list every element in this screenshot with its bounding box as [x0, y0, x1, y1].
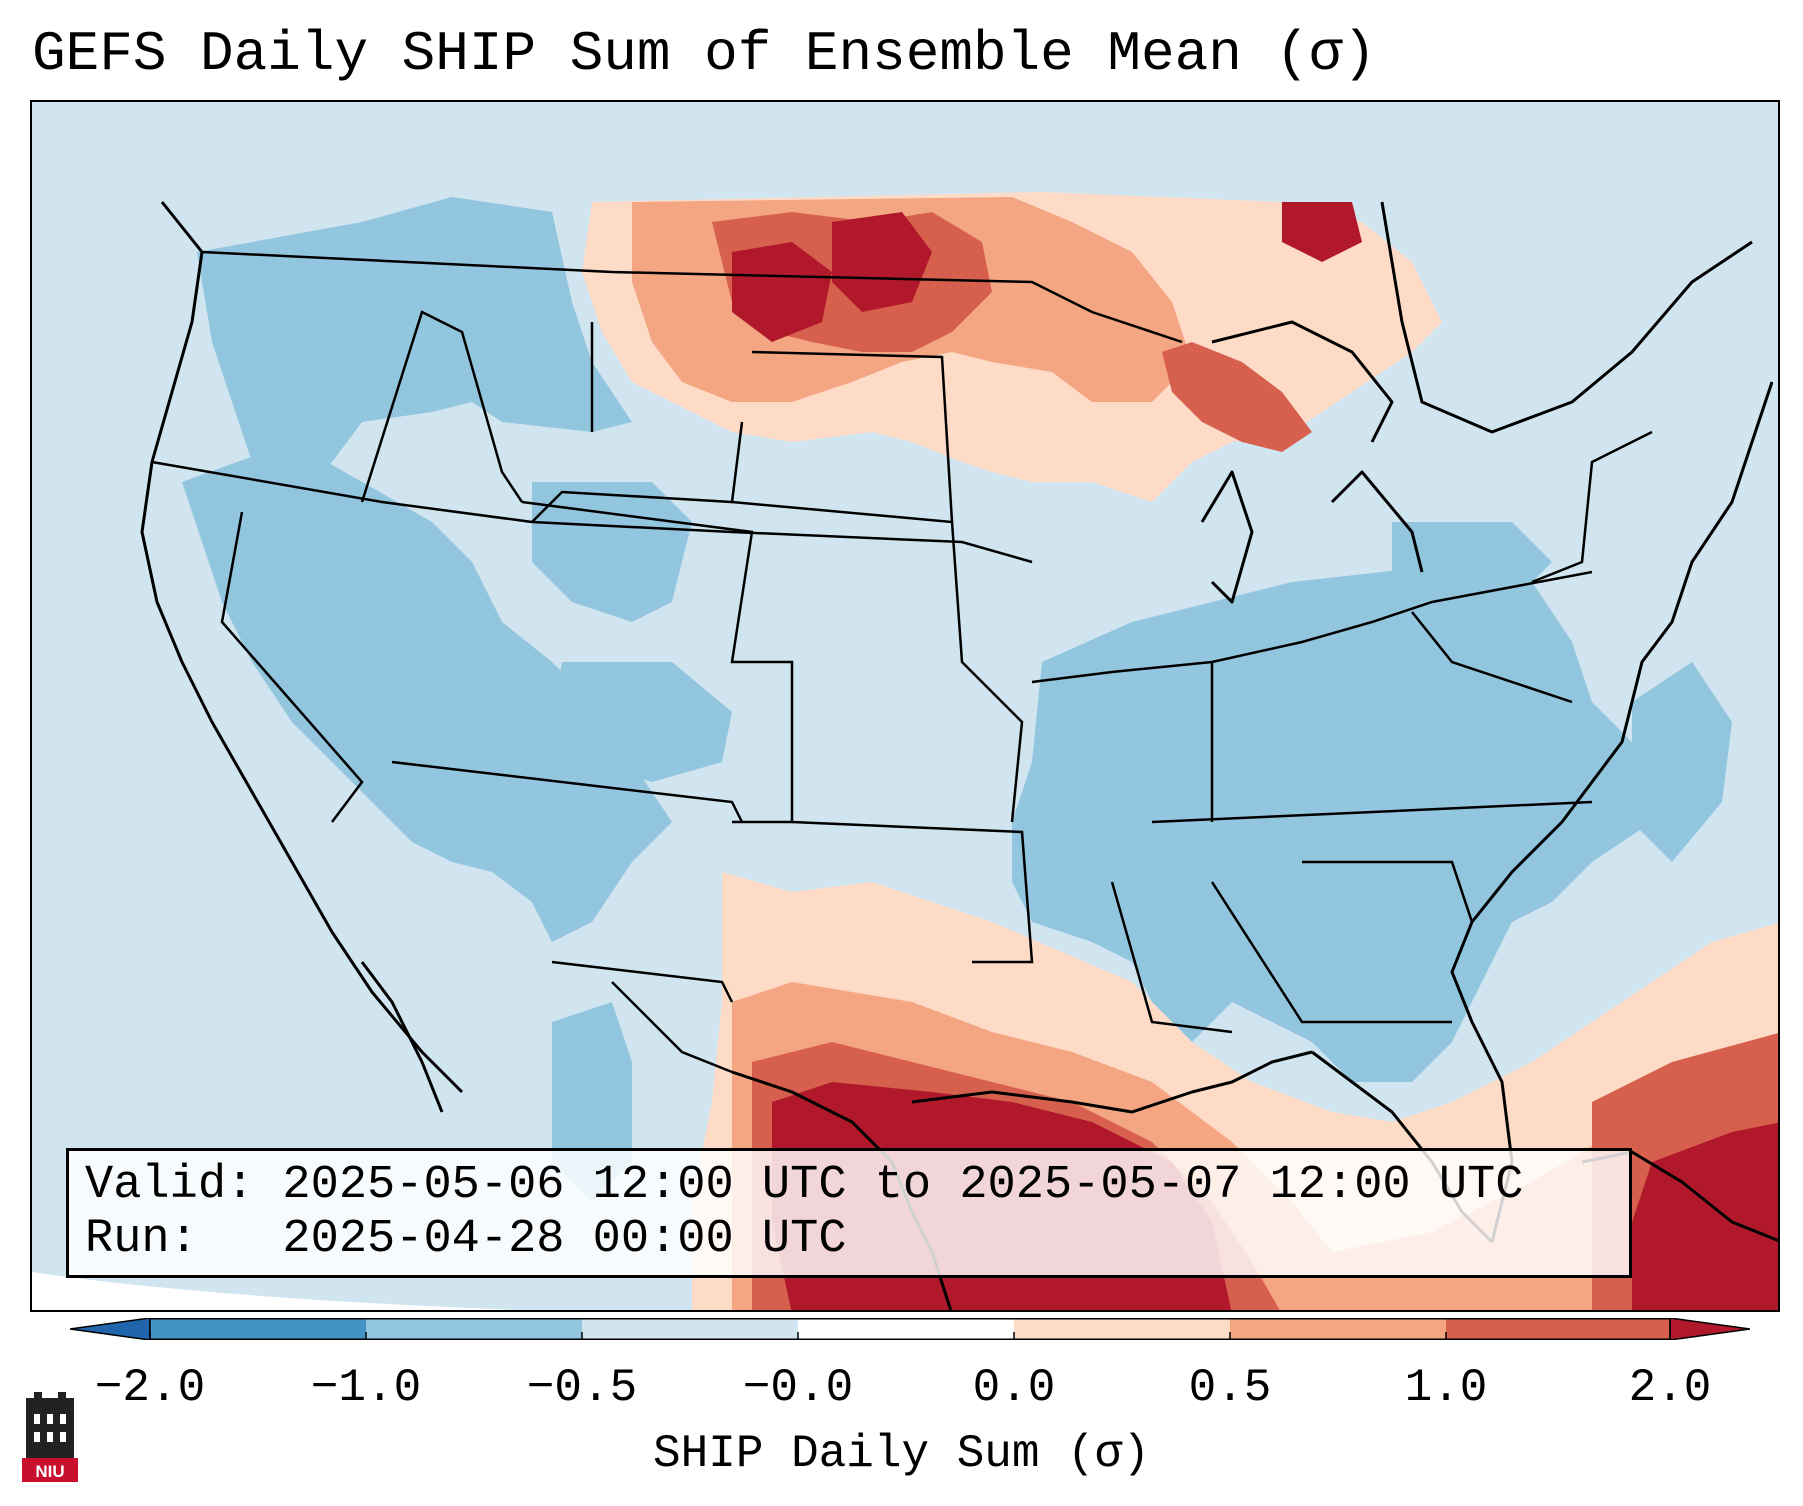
validity-info-box: Valid: 2025-05-06 12:00 UTC to 2025-05-0…: [66, 1148, 1632, 1278]
colorbar-bin-5: [1014, 1318, 1230, 1340]
colorbar-bin-2: [366, 1318, 582, 1340]
colorbar-tick-label: 2.0: [1628, 1362, 1712, 1414]
colorbar-tick-label: 1.0: [1404, 1362, 1488, 1414]
run-time-text: Run: 2025-04-28 00:00 UTC: [85, 1213, 847, 1266]
colorbar-tick-label: 0.0: [972, 1362, 1056, 1414]
colorbar-tick-marks: [149, 1332, 1671, 1340]
colorbar-tick-label: −0.5: [526, 1362, 638, 1414]
colorbar-tick-label: −0.0: [742, 1362, 854, 1414]
map-svg: [32, 192, 1778, 1310]
state-borders: [151, 250, 1653, 1074]
valid-time-text: Valid: 2025-05-06 12:00 UTC to 2025-05-0…: [85, 1159, 1524, 1212]
colorbar-tick-label: −1.0: [310, 1362, 422, 1414]
colorbar-label: SHIP Daily Sum (σ): [653, 1428, 1150, 1480]
colorbar-bin-6: [1230, 1318, 1446, 1340]
projection-edge: [32, 1272, 517, 1310]
coastlines: [140, 201, 1778, 1310]
colorbar-bin-7: [1446, 1318, 1670, 1340]
anomaly-field-negative: [182, 197, 1732, 1202]
colorbar-outline: [149, 1318, 1671, 1340]
colorbar-tick-label: −2.0: [94, 1362, 206, 1414]
niu-logo: NIU: [22, 1392, 78, 1482]
colorbar-bin-1: [150, 1318, 366, 1340]
colorbar-bin-4: [798, 1318, 1014, 1340]
logo-text: NIU: [35, 1462, 64, 1481]
colorbar-extend-low: [70, 1318, 151, 1340]
colorbar-extend-high: [1669, 1318, 1750, 1340]
chart-title: GEFS Daily SHIP Sum of Ensemble Mean (σ): [32, 22, 1377, 86]
colorbar-bin-3: [582, 1318, 798, 1340]
map-panel: [30, 100, 1780, 1312]
colorbar-tick-label: 0.5: [1188, 1362, 1272, 1414]
colorbar: [70, 1318, 1750, 1340]
